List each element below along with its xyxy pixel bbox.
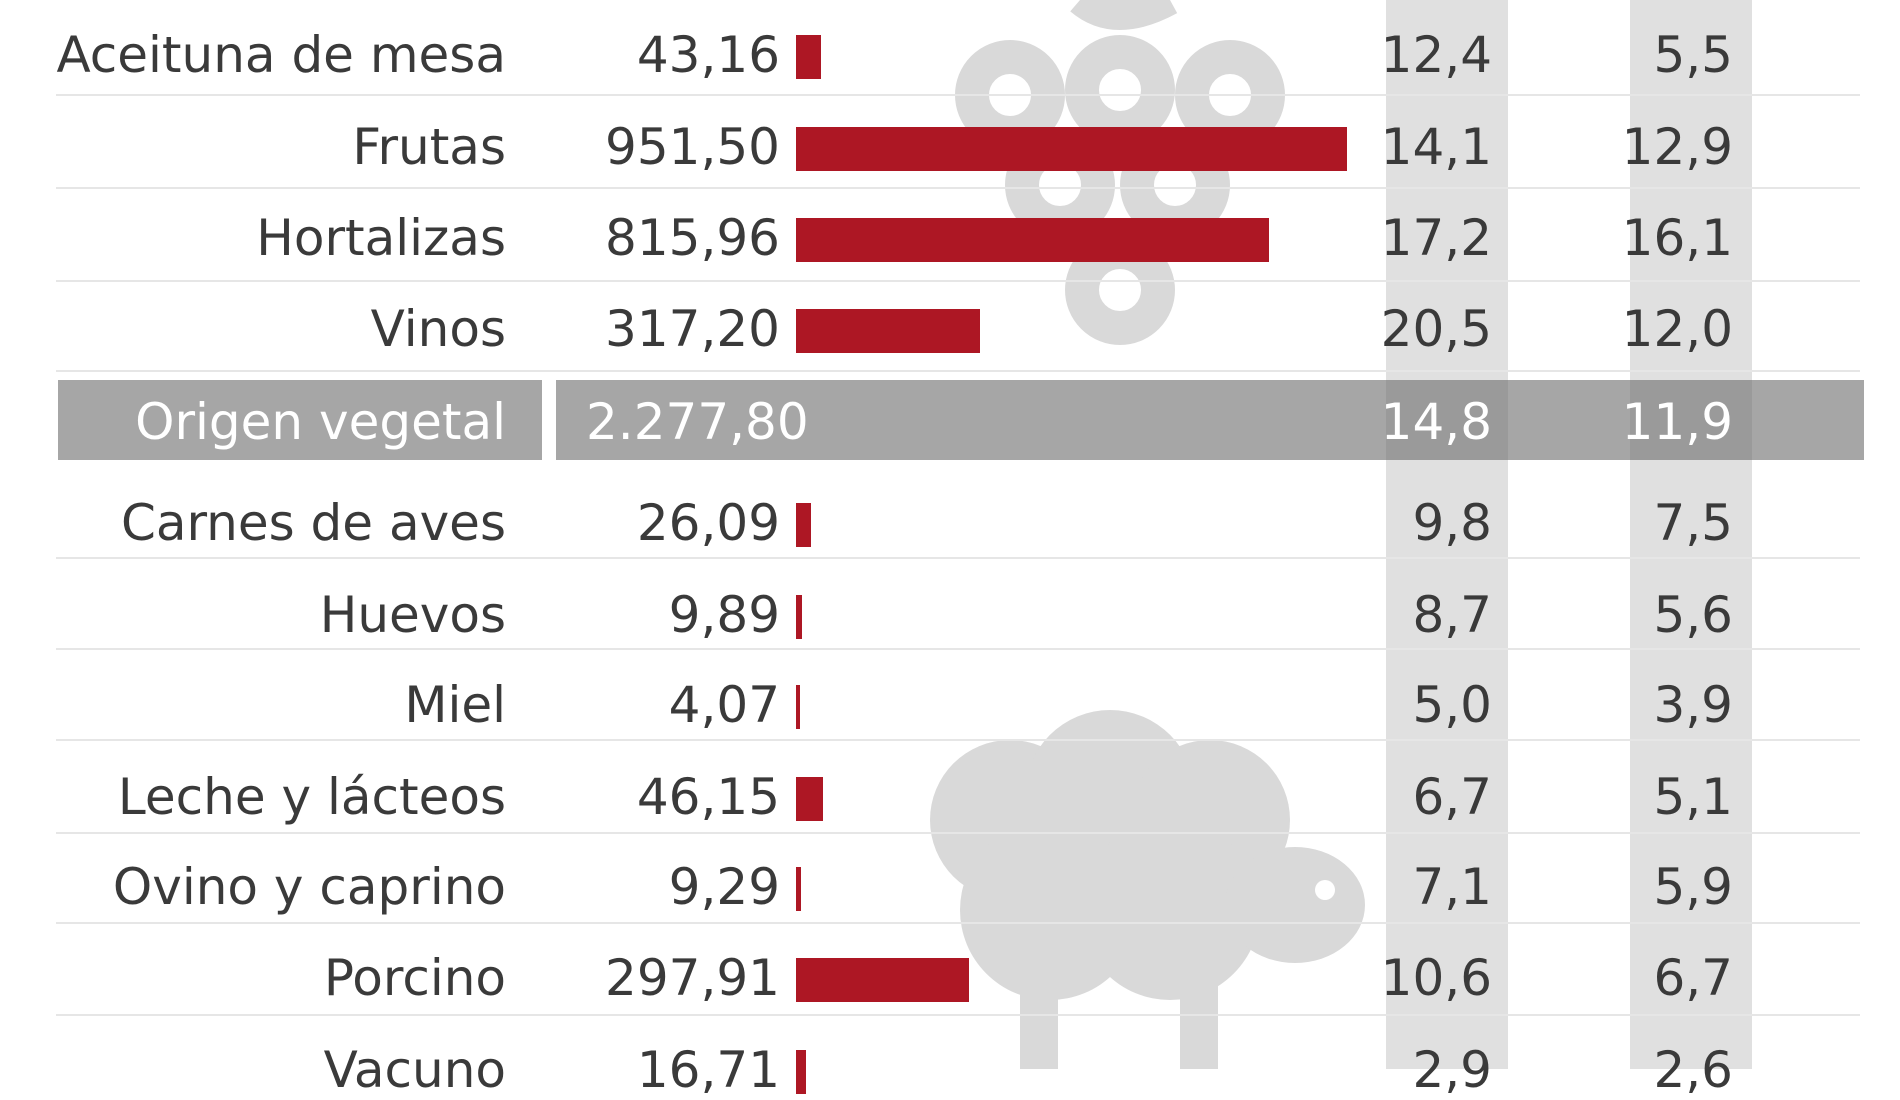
col1-value: 20,5 — [1380, 300, 1492, 358]
col2-value: 12,0 — [1621, 300, 1733, 358]
bar — [796, 777, 823, 821]
category-label: Miel — [404, 676, 506, 734]
category-label: Origen vegetal — [135, 393, 506, 451]
col1-value: 12,4 — [1380, 26, 1492, 84]
category-label: Huevos — [319, 586, 506, 644]
row-separator — [56, 187, 1860, 189]
col2-value: 11,9 — [1621, 393, 1733, 451]
bar — [796, 218, 1269, 262]
row-separator — [56, 648, 1860, 650]
value-label: 951,50 — [605, 118, 780, 176]
value-label: 297,91 — [605, 949, 780, 1007]
value-label: 9,89 — [668, 586, 780, 644]
col2-value: 5,6 — [1653, 586, 1733, 644]
subtotal-col1-shade — [1386, 380, 1508, 460]
subtotal-band-label — [58, 380, 542, 460]
value-label: 2.277,80 — [586, 393, 809, 451]
category-label: Vacuno — [323, 1041, 506, 1099]
bar — [796, 685, 800, 729]
row-separator — [56, 370, 1860, 372]
category-label: Vinos — [370, 300, 506, 358]
value-label: 43,16 — [636, 26, 780, 84]
value-label: 4,07 — [668, 676, 780, 734]
row-separator — [56, 832, 1860, 834]
col2-value: 6,7 — [1653, 949, 1733, 1007]
category-label: Aceituna de mesa — [56, 26, 506, 84]
bar — [796, 309, 980, 353]
bar — [796, 35, 821, 79]
col1-shade — [1386, 0, 1508, 1069]
row-separator — [56, 557, 1860, 559]
category-label: Carnes de aves — [120, 494, 506, 552]
col2-value: 12,9 — [1621, 118, 1733, 176]
category-label: Hortalizas — [256, 209, 506, 267]
value-label: 16,71 — [636, 1041, 780, 1099]
row-separator — [56, 1014, 1860, 1016]
col1-value: 5,0 — [1412, 676, 1492, 734]
col2-value: 3,9 — [1653, 676, 1733, 734]
col1-value: 17,2 — [1380, 209, 1492, 267]
row-separator — [56, 94, 1860, 96]
value-label: 815,96 — [605, 209, 780, 267]
value-label: 26,09 — [636, 494, 780, 552]
col1-value: 14,8 — [1380, 393, 1492, 451]
col1-value: 8,7 — [1412, 586, 1492, 644]
col1-value: 10,6 — [1380, 949, 1492, 1007]
category-label: Ovino y caprino — [112, 858, 506, 916]
col2-value: 5,1 — [1653, 768, 1733, 826]
category-label: Frutas — [352, 118, 506, 176]
grape-icon — [955, 0, 1285, 345]
row-separator — [56, 739, 1860, 741]
col1-value: 6,7 — [1412, 768, 1492, 826]
col1-value: 7,1 — [1412, 858, 1492, 916]
category-label: Porcino — [323, 949, 506, 1007]
chart: Aceituna de mesa 43,16 12,4 5,5 Frutas 951,50… — [56, 0, 1864, 1099]
sheep-icon — [930, 710, 1365, 1069]
col2-value: 2,6 — [1653, 1041, 1733, 1099]
subtotal-col2-shade — [1630, 380, 1752, 460]
category-label: Leche y lácteos — [117, 768, 506, 826]
col2-value: 7,5 — [1653, 494, 1733, 552]
col1-value: 9,8 — [1412, 494, 1492, 552]
value-label: 9,29 — [668, 858, 780, 916]
col1-value: 14,1 — [1380, 118, 1492, 176]
col2-value: 16,1 — [1621, 209, 1733, 267]
col2-value: 5,9 — [1653, 858, 1733, 916]
bar — [796, 503, 812, 547]
bar — [796, 127, 1347, 171]
col2-value: 5,5 — [1653, 26, 1733, 84]
value-label: 317,20 — [605, 300, 780, 358]
bar — [796, 867, 802, 911]
row-separator — [56, 922, 1860, 924]
col2-shade — [1630, 0, 1752, 1069]
bar — [796, 595, 802, 639]
bar — [796, 1050, 806, 1094]
row-separator — [56, 280, 1860, 282]
value-label: 46,15 — [636, 768, 780, 826]
bar — [796, 958, 969, 1002]
col1-value: 2,9 — [1412, 1041, 1492, 1099]
